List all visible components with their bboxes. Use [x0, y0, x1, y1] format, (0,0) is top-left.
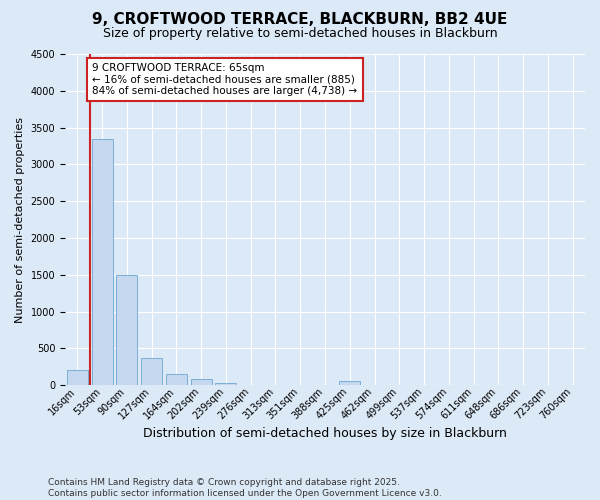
Bar	[67, 370, 88, 385]
Bar	[215, 383, 236, 385]
X-axis label: Distribution of semi-detached houses by size in Blackburn: Distribution of semi-detached houses by …	[143, 427, 507, 440]
Bar	[141, 358, 162, 385]
Text: 9 CROFTWOOD TERRACE: 65sqm
← 16% of semi-detached houses are smaller (885)
84% o: 9 CROFTWOOD TERRACE: 65sqm ← 16% of semi…	[92, 63, 358, 96]
Bar	[166, 374, 187, 385]
Text: Contains HM Land Registry data © Crown copyright and database right 2025.
Contai: Contains HM Land Registry data © Crown c…	[48, 478, 442, 498]
Y-axis label: Number of semi-detached properties: Number of semi-detached properties	[15, 116, 25, 322]
Bar	[191, 380, 212, 385]
Bar	[116, 275, 137, 385]
Text: Size of property relative to semi-detached houses in Blackburn: Size of property relative to semi-detach…	[103, 28, 497, 40]
Bar	[339, 382, 360, 385]
Bar	[92, 138, 113, 385]
Text: 9, CROFTWOOD TERRACE, BLACKBURN, BB2 4UE: 9, CROFTWOOD TERRACE, BLACKBURN, BB2 4UE	[92, 12, 508, 28]
